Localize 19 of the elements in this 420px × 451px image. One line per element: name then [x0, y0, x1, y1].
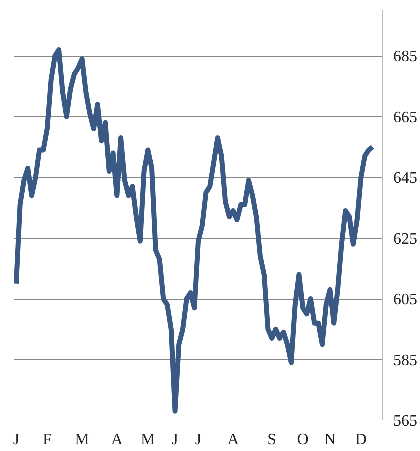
x-tick-label: M: [75, 432, 90, 448]
x-tick-label: S: [268, 432, 277, 448]
y-tick-label: 585: [394, 352, 418, 370]
x-tick-label: A: [111, 432, 124, 448]
y-tick-label: 645: [394, 170, 418, 188]
x-tick-label: F: [42, 432, 52, 448]
x-tick-label: J: [195, 432, 202, 448]
y-tick-label: 565: [394, 413, 418, 430]
x-tick-label: J: [13, 432, 20, 448]
y-tick-label: 685: [394, 48, 418, 66]
y-tick-label: 625: [394, 230, 418, 248]
x-tick-label: N: [324, 432, 336, 448]
y-tick-label: 665: [394, 109, 418, 126]
x-tick-label: M: [141, 432, 156, 448]
x-tick-label: O: [297, 432, 309, 448]
y-tick-label: 605: [394, 292, 418, 309]
x-tick-label: D: [355, 432, 367, 448]
x-tick-label: J: [172, 432, 178, 448]
x-tick-label: A: [228, 432, 240, 448]
